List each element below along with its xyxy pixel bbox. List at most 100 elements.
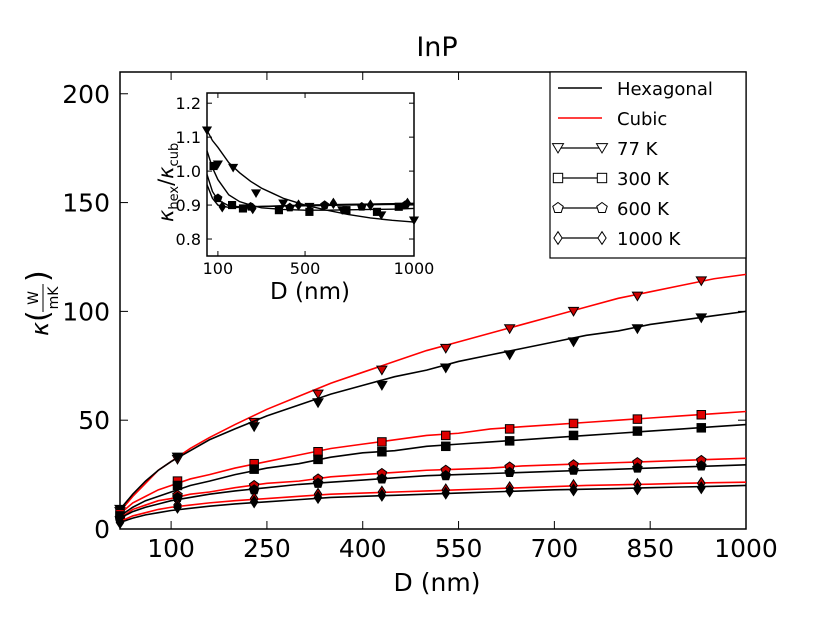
main-data-point <box>695 276 708 287</box>
inset-y-label-slash: / <box>154 178 178 186</box>
main-data-point <box>376 365 388 376</box>
inset-series-line-77k <box>206 130 415 223</box>
inset-data-point <box>274 206 283 215</box>
main-y-label-numerator: W <box>26 291 42 305</box>
main-data-point <box>632 462 643 473</box>
main-data-point <box>441 430 451 441</box>
main-data-point <box>440 470 452 481</box>
main-data-point <box>695 313 708 324</box>
inset-y-axis-ticks: 0.8 0.9 1.0 1.1 1.2 <box>176 94 414 249</box>
legend-marker-swatch <box>553 230 563 246</box>
legend-marker-swatch <box>552 201 564 213</box>
inset-y-tick-label: 0.8 <box>176 230 201 249</box>
inset-x-tick-label: 1000 <box>394 259 435 278</box>
main-data-point <box>567 337 580 348</box>
inset-x-tick-label: 500 <box>290 259 321 278</box>
main-data-point <box>115 515 125 530</box>
main-data-point <box>439 343 452 354</box>
legend-item-cubic: Cubic <box>558 109 667 130</box>
legend-item-600-k: 600 K <box>552 199 670 220</box>
main-data-point <box>568 418 579 429</box>
main-data-point <box>173 500 182 514</box>
inset-x-tick-label: 100 <box>203 259 234 278</box>
main-data-point <box>505 484 515 498</box>
inset-data-point <box>213 193 223 203</box>
main-y-tick-label: 100 <box>62 297 110 326</box>
main-x-tick-label: 100 <box>147 534 195 563</box>
inset-y-tick-label: 1.2 <box>176 94 201 113</box>
main-data-point <box>376 473 388 484</box>
legend-marker-swatch <box>552 172 564 184</box>
main-data-point <box>171 452 184 463</box>
legend-item-1000-k: 1000 K <box>553 229 682 250</box>
main-data-point <box>504 436 515 446</box>
legend-marker-swatch <box>551 143 565 154</box>
main-x-tick-label: 700 <box>531 534 579 563</box>
main-y-label-close-paren: ) <box>21 270 56 282</box>
inset-data-point <box>294 199 303 211</box>
main-data-point <box>248 422 261 433</box>
main-y-tick-label: 50 <box>78 406 110 435</box>
svg-text:κhex/κcub: κhex/κcub <box>154 143 182 222</box>
legend-item-300-k: 300 K <box>552 169 670 190</box>
legend-marker-swatch <box>597 230 607 246</box>
main-data-point <box>377 437 387 447</box>
main-series-group <box>114 273 747 530</box>
main-x-tick-label: 850 <box>626 534 674 563</box>
legend-item-77-k: 77 K <box>551 139 659 160</box>
main-data-point <box>568 464 579 475</box>
main-data-point <box>567 306 580 317</box>
main-plot-frame <box>119 71 747 530</box>
inset-y-label-sub-2: cub <box>167 143 182 167</box>
legend-marker-swatch <box>595 143 609 154</box>
inset-y-tick-label: 0.9 <box>176 196 201 215</box>
legend-marker-swatch <box>596 172 608 184</box>
main-data-point <box>633 482 642 496</box>
main-data-point <box>503 324 516 335</box>
main-data-point <box>696 423 707 433</box>
main-data-point <box>504 424 515 434</box>
inset-data-point <box>218 201 226 213</box>
main-data-point <box>696 480 706 495</box>
main-data-point <box>376 380 388 391</box>
main-data-point <box>504 466 515 477</box>
inset-plot-frame <box>206 92 415 257</box>
inset-y-tick-label: 1.1 <box>176 128 201 147</box>
main-data-point <box>312 398 324 409</box>
main-x-axis-label: D (nm) <box>394 568 481 597</box>
main-data-point <box>631 324 644 335</box>
inset-x-axis-ticks: 100 500 1000 <box>203 93 435 278</box>
main-data-point <box>632 426 643 436</box>
main-data-point <box>312 477 324 488</box>
inset-y-label-symbol-2: κ <box>154 166 178 179</box>
legend: Hexagonal Cubic 77 K 300 K 600 K 1000 K <box>549 71 747 259</box>
main-y-label-denominator: mK <box>46 286 62 310</box>
main-data-point <box>631 291 644 302</box>
legend-label: 300 K <box>617 169 670 190</box>
main-y-axis-ticks: 0 50 100 150 200 <box>62 80 746 544</box>
chart-title: InP <box>416 32 457 63</box>
main-data-point <box>695 460 707 471</box>
main-y-label-symbol: κ <box>26 321 54 336</box>
main-data-point <box>313 454 323 465</box>
main-data-point <box>377 446 387 457</box>
inset-data-point <box>408 216 420 226</box>
inset-data-point <box>305 207 314 216</box>
main-data-point <box>696 410 707 420</box>
inset-data-point <box>372 207 382 216</box>
main-data-point <box>249 464 259 474</box>
main-data-point <box>441 441 451 452</box>
legend-label: Hexagonal <box>617 79 713 100</box>
main-x-tick-label: 400 <box>339 534 387 563</box>
main-data-point <box>249 495 259 509</box>
inset-data-point <box>403 197 412 210</box>
main-data-point <box>439 363 452 374</box>
inset-y-axis-label: κhex/κcub <box>154 143 182 222</box>
inset-data-point <box>201 126 213 136</box>
main-series-line-cubic-300k <box>119 410 747 515</box>
legend-item-hexagonal: Hexagonal <box>558 79 713 100</box>
inset-y-label-symbol-1: κ <box>154 209 178 222</box>
main-data-point <box>503 350 516 361</box>
legend-label: 1000 K <box>617 229 682 250</box>
main-y-tick-label: 0 <box>94 515 110 544</box>
